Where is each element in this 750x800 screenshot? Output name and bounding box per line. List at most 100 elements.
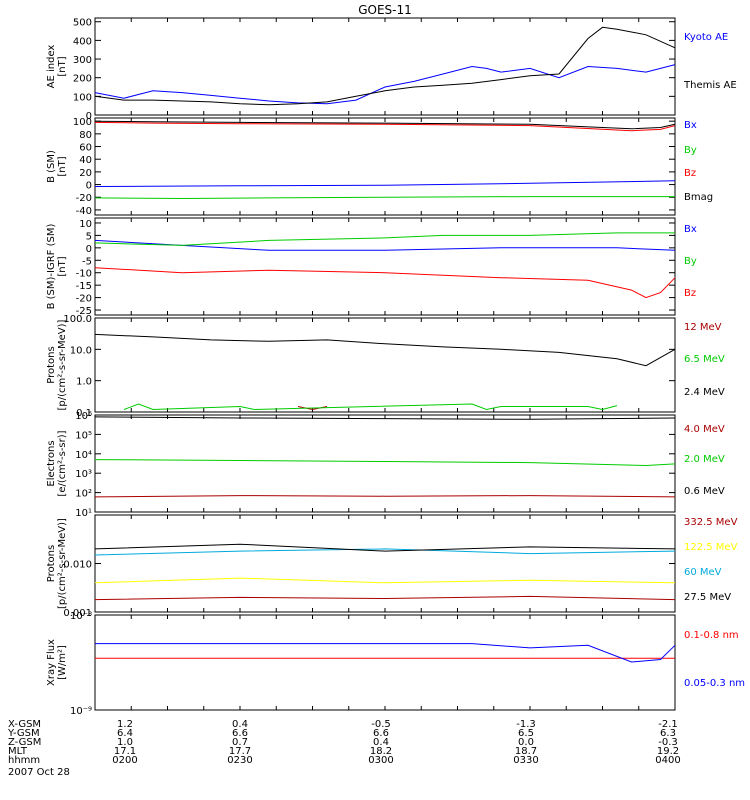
legend-entry: Themis AE	[683, 80, 737, 91]
legend-entry: Bz	[684, 288, 696, 299]
ephemeris-value: 0200	[112, 755, 137, 766]
y-tick-label: 10¹	[75, 508, 92, 519]
y-tick-label: -15	[76, 281, 92, 292]
chart-title: GOES-11	[358, 3, 412, 17]
ephemeris-value: 6.4	[117, 728, 133, 739]
y-tick-label: -20	[76, 193, 92, 204]
y-tick-label: 200	[73, 74, 92, 85]
series-line	[94, 495, 676, 498]
series-line	[94, 595, 676, 601]
y-tick-label: -20	[76, 294, 92, 305]
y-tick-label: 0.001	[63, 608, 92, 619]
legend-entry: Bmag	[684, 192, 713, 203]
y-axis-label: [nT]	[57, 56, 68, 76]
legend-entry: Bz	[684, 168, 696, 179]
panel-1: 500 400 300 200 100 0 AE index [nT] Kyoto AE Them…	[46, 17, 737, 122]
y-axis-label: Protons	[46, 545, 57, 582]
y-tick-label: 60	[79, 143, 92, 154]
legend-entry: 12 MeV	[684, 322, 722, 333]
panel-3: 105 0-5 -10-15 -20-25 B (SM)-IGRF (SM) [nT] Bx…	[46, 217, 697, 317]
ephemeris-value: 0330	[513, 755, 538, 766]
ephemeris-value: 1.0	[117, 737, 133, 748]
ephemeris-value: -1.3	[516, 719, 536, 730]
y-tick-label: 500	[73, 18, 92, 29]
y-tick-label: 5	[86, 231, 92, 242]
date-label: 2007 Oct 28	[8, 767, 70, 778]
ephemeris-value: 0.4	[373, 737, 389, 748]
y-tick-label: 300	[73, 55, 92, 66]
legend-entry: Bx	[684, 224, 697, 235]
ephemeris-value: 1.2	[117, 719, 133, 730]
series-line	[94, 180, 676, 187]
ephemeris-value: 18.7	[515, 746, 537, 757]
ephemeris-row-label: Y-GSM	[7, 728, 40, 739]
panel-4: 100.0 10.0 1.0 0.1 Protons [p/(cm²-s-sr-MeV)]…	[46, 314, 725, 419]
y-tick-label: -25	[76, 306, 92, 317]
y-tick-label: 10⁻⁹	[70, 706, 92, 717]
panel-frame	[94, 217, 676, 316]
y-tick-label: 100	[73, 92, 92, 103]
y-tick-label: 10³	[75, 469, 92, 480]
ephemeris-value: -0.3	[658, 737, 678, 748]
y-tick-label: 10⁴	[75, 450, 92, 461]
ephemeris-value: 0.0	[518, 737, 534, 748]
y-tick-label: 80	[79, 130, 92, 141]
ephemeris-value: 17.7	[229, 746, 251, 757]
ephemeris-value: 0.7	[232, 737, 248, 748]
ephemeris-row-label: X-GSM	[8, 719, 41, 730]
y-axis-label: Protons	[46, 346, 57, 383]
y-tick-label: -5	[82, 256, 92, 267]
series-line	[94, 577, 676, 584]
ephemeris-value: 18.2	[370, 746, 392, 757]
y-axis-label: Electrons	[46, 440, 57, 486]
legend-entry: 2.4 MeV	[684, 387, 725, 398]
y-tick-label: 0	[86, 181, 92, 192]
y-axis-label: [W/m²]	[57, 645, 68, 680]
series-line	[94, 548, 676, 556]
y-tick-label: 10²	[75, 489, 92, 500]
y-axis-label: [e/(cm²-s-sr)]	[57, 430, 68, 496]
ephemeris-row-label: MLT	[8, 746, 28, 757]
y-tick-label: 10.0	[70, 345, 92, 356]
ephemeris-row-label: Z-GSM	[8, 737, 41, 748]
series-line	[94, 26, 676, 106]
y-axis-label: [nT]	[57, 256, 68, 276]
ephemeris-value: 6.5	[518, 728, 534, 739]
legend-entry: 122.5 MeV	[684, 542, 738, 553]
legend-entry: By	[684, 145, 697, 156]
series-line	[95, 643, 676, 663]
ephemeris-value: 0.4	[232, 719, 248, 730]
y-tick-label: -40	[76, 206, 92, 217]
y-tick-label: 10⁶	[75, 411, 92, 422]
panel-frame	[94, 414, 676, 513]
series-line	[94, 416, 676, 420]
panel-5: 10⁶ 10⁵ 10⁴ 10³ 10² 10¹ Electrons [e/(cm²-s-sr)…	[46, 411, 725, 519]
series-line	[94, 459, 676, 467]
y-axis-label: [nT]	[57, 156, 68, 176]
legend-entry: 0.05-0.3 nm	[684, 678, 745, 689]
ephemeris-value: 17.1	[114, 746, 136, 757]
y-axis-label: B (SM)-IGRF (SM)	[46, 224, 57, 310]
ephemeris-row-label: hhmm	[8, 755, 40, 766]
y-tick-label: 0	[86, 244, 92, 255]
y-tick-label: 400	[73, 36, 92, 47]
y-tick-label: 0	[86, 111, 92, 122]
panel-6: 0.010 0.001 Protons [p/(cm²-s-sr-MeV)] 332.5…	[46, 514, 738, 619]
y-tick-label: 0.1	[76, 408, 92, 419]
series-line	[94, 121, 676, 132]
series-line	[94, 232, 675, 246]
y-tick-label: 0.010	[63, 560, 92, 571]
panel-7: 10⁻⁸ 10⁻⁹ Xray Flux [W/m²] 0.1-0.8 nm 0.05-0.…	[46, 611, 745, 717]
legend-entry: By	[684, 256, 697, 267]
legend-entry: 6.5 MeV	[684, 354, 725, 365]
legend-entry: 0.1-0.8 nm	[684, 630, 739, 641]
ephemeris-value: -0.5	[371, 719, 391, 730]
y-tick-label: 40	[79, 155, 92, 166]
y-tick-label: 100	[73, 117, 92, 128]
y-tick-label: 10	[79, 219, 92, 230]
series-line	[94, 267, 676, 299]
series-line	[94, 64, 676, 105]
